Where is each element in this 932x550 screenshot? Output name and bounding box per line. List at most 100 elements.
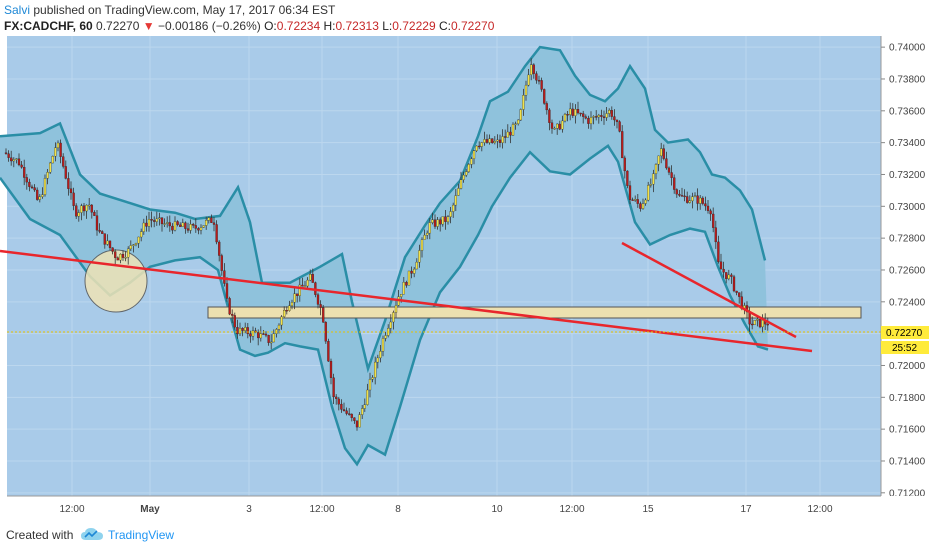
candle-body [345, 410, 348, 414]
candle-body [389, 321, 392, 329]
candle-body [33, 187, 36, 191]
candle-body [758, 319, 762, 328]
tradingview-cloud-icon[interactable] [80, 526, 104, 542]
bollinger-lower-line [0, 144, 769, 467]
low-value: 0.72229 [392, 19, 436, 33]
candle-body [449, 211, 452, 217]
author-link[interactable]: Salvi [4, 3, 31, 17]
candle-body [462, 174, 465, 180]
candle-body [426, 232, 429, 236]
candle-body [493, 141, 496, 143]
close-value: 0.72270 [450, 19, 495, 33]
candle-body [20, 164, 23, 168]
candle-body [179, 224, 182, 227]
publish-text: published on TradingView.com, May 17, 20… [30, 3, 336, 17]
candle-body [361, 408, 364, 415]
candle-body [597, 115, 600, 118]
chart-canvas[interactable]: 0.74000 0.73800 0.73600 0.73400 0.73200 0.730… [0, 0, 932, 520]
candle-body [748, 311, 751, 325]
highlight-circle[interactable] [84, 249, 148, 313]
candle-body [439, 219, 442, 225]
candle-body [641, 203, 645, 209]
candle-body [368, 379, 372, 391]
candle-body [569, 108, 572, 115]
candle-body [402, 282, 405, 295]
candle-body [613, 116, 616, 121]
candle-body [428, 222, 431, 234]
high-value: 0.72313 [335, 19, 379, 33]
candle-body [251, 330, 255, 337]
candle-body [4, 152, 8, 154]
candle-body [384, 335, 387, 339]
candle-body [405, 282, 408, 286]
candle-body [717, 241, 720, 262]
candle-body [262, 333, 265, 335]
candle-body [459, 179, 463, 189]
candle-body [452, 204, 455, 212]
candle-body [301, 284, 304, 287]
candle-body [522, 95, 525, 110]
candle-body [701, 197, 704, 204]
candle-body [236, 327, 239, 335]
candle-body [46, 172, 49, 179]
candle-body [85, 204, 88, 212]
price-axis[interactable] [881, 36, 932, 496]
candle-body [766, 323, 769, 326]
time-tick-label: 12:00 [559, 504, 584, 515]
candle-body [420, 239, 424, 251]
candle-body [153, 220, 156, 222]
trendline-long[interactable] [0, 249, 813, 353]
candle-body [626, 170, 629, 186]
price-change: −0.00186 (−0.26%) [158, 19, 261, 33]
candle-body [293, 293, 296, 303]
candle-body [207, 217, 210, 221]
candle-body [28, 181, 31, 187]
tradingview-brand[interactable]: TradingView [108, 528, 175, 542]
candle-body [69, 188, 73, 194]
time-axis-ticks: 12:00 May 3 12:00 8 10 12:00 15 17 12:00 [59, 504, 832, 515]
candle-body [205, 220, 208, 226]
candle-body [511, 124, 515, 136]
candle-body [636, 199, 639, 204]
candle-body [147, 219, 151, 227]
candle-body [288, 305, 291, 311]
footer: Created with TradingView [0, 520, 932, 550]
candle-body [309, 274, 312, 281]
trendline-short[interactable] [621, 241, 797, 339]
price-tick-label: 0.72600 [889, 265, 926, 276]
candle-body [155, 218, 158, 222]
candle-body [670, 172, 673, 178]
candle-body [472, 150, 476, 159]
candle-body [41, 194, 44, 197]
candle-body [561, 120, 564, 130]
candle-body [706, 205, 710, 211]
candle-body [12, 159, 15, 162]
candle-body [675, 189, 678, 195]
candle-body [93, 212, 96, 216]
candle-body [394, 305, 398, 313]
candle-body [485, 139, 489, 143]
candle-body [25, 177, 28, 183]
candle-body [407, 270, 411, 286]
symbol-label[interactable]: FX:CADCHF, 60 [4, 19, 93, 33]
candle-body [392, 312, 395, 323]
candle-body [563, 114, 567, 122]
time-axis[interactable] [0, 496, 932, 520]
bollinger-band-fill [0, 47, 768, 465]
candle-body [527, 74, 530, 86]
candle-body [116, 257, 119, 261]
candle-body [150, 219, 153, 221]
candle-body [540, 80, 543, 90]
candle-body [423, 234, 426, 240]
candle-body [163, 223, 166, 225]
candle-body [311, 274, 314, 283]
close-label: C: [438, 19, 451, 33]
candle-body [225, 283, 229, 299]
candle-body [322, 307, 325, 323]
candle-body [316, 294, 320, 305]
candle-body [280, 316, 283, 326]
candle-body [693, 195, 697, 197]
candle-body [332, 377, 335, 398]
candle-body [353, 417, 356, 421]
candle-body [498, 139, 502, 143]
